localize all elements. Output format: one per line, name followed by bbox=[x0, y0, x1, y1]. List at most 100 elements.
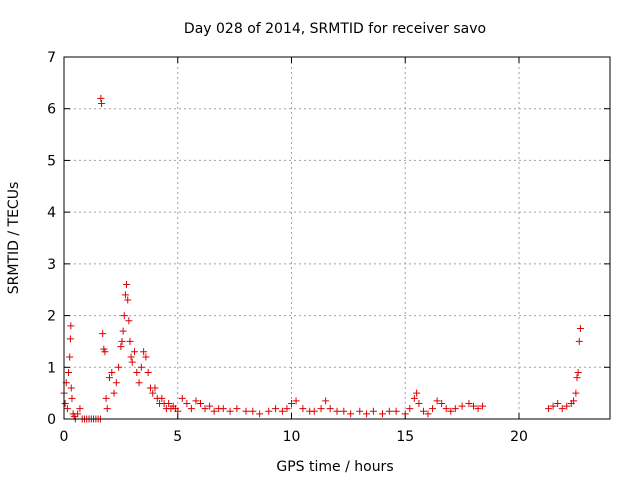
data-point bbox=[197, 399, 204, 407]
plot-frame bbox=[63, 56, 611, 420]
data-point bbox=[178, 394, 186, 402]
data-point bbox=[256, 410, 264, 418]
data-point bbox=[119, 327, 127, 335]
data-point bbox=[465, 399, 473, 407]
data-point bbox=[249, 407, 257, 415]
data-point bbox=[192, 397, 200, 405]
data-point bbox=[570, 397, 578, 405]
data-point bbox=[413, 389, 421, 397]
data-point bbox=[118, 337, 126, 345]
chart-title: Day 028 of 2014, SRMTID for receiver sav… bbox=[184, 21, 486, 37]
data-point bbox=[66, 353, 74, 361]
data-point bbox=[219, 405, 227, 413]
x-tick-label: 0 bbox=[60, 429, 69, 445]
data-point bbox=[165, 399, 173, 407]
data-point bbox=[333, 407, 341, 415]
data-point bbox=[410, 394, 418, 402]
data-point bbox=[137, 363, 145, 371]
data-point bbox=[144, 368, 152, 376]
y-tick-label: 2 bbox=[47, 309, 56, 325]
data-point bbox=[142, 353, 150, 361]
data-point bbox=[128, 358, 136, 366]
data-point bbox=[68, 394, 76, 402]
data-point bbox=[265, 407, 273, 415]
data-point bbox=[61, 399, 69, 407]
data-point bbox=[363, 410, 371, 418]
data-point bbox=[149, 389, 157, 397]
x-tick-label: 15 bbox=[396, 429, 414, 445]
data-point bbox=[110, 389, 118, 397]
data-point bbox=[183, 399, 191, 407]
data-point bbox=[174, 407, 182, 415]
data-point bbox=[97, 94, 105, 102]
grid-layer bbox=[64, 57, 610, 419]
data-point bbox=[406, 405, 414, 413]
data-point bbox=[103, 405, 111, 413]
data-point bbox=[67, 384, 75, 392]
data-point bbox=[112, 379, 120, 387]
data-point bbox=[63, 405, 71, 413]
data-point bbox=[288, 399, 295, 407]
data-point bbox=[563, 402, 571, 410]
data-point bbox=[310, 407, 318, 415]
data-point bbox=[379, 410, 386, 418]
data-point bbox=[242, 407, 250, 415]
data-point bbox=[573, 374, 581, 382]
data-point bbox=[133, 368, 141, 376]
data-point bbox=[201, 405, 209, 413]
data-point bbox=[576, 325, 584, 332]
y-tick-label: 5 bbox=[47, 153, 56, 169]
data-point bbox=[433, 397, 441, 405]
data-point bbox=[545, 405, 553, 413]
data-point bbox=[575, 337, 583, 345]
data-point bbox=[131, 348, 139, 356]
tick-layer: 0 5 10 15 20 0 1 2 3 4 5 6 7 bbox=[47, 50, 610, 445]
y-tick-label: 4 bbox=[47, 205, 56, 221]
x-tick-label: 5 bbox=[173, 429, 182, 445]
y-tick-label: 6 bbox=[47, 102, 56, 118]
data-point bbox=[424, 410, 432, 418]
data-point bbox=[458, 402, 466, 410]
data-point bbox=[415, 399, 423, 407]
data-point bbox=[117, 343, 125, 351]
data-point bbox=[429, 405, 437, 413]
data-point bbox=[108, 368, 116, 376]
data-point bbox=[65, 368, 73, 376]
x-axis-label: GPS time / hours bbox=[276, 459, 393, 475]
data-point bbox=[125, 317, 133, 325]
y-tick-label: 7 bbox=[47, 50, 56, 66]
data-point bbox=[447, 407, 455, 415]
data-point bbox=[299, 405, 307, 413]
y-axis-label: SRMTID / TECUs bbox=[6, 182, 22, 295]
data-point bbox=[451, 405, 459, 413]
data-point bbox=[210, 407, 218, 415]
data-point bbox=[187, 405, 195, 413]
data-point bbox=[419, 407, 427, 415]
data-point bbox=[140, 348, 148, 356]
data-point bbox=[369, 407, 377, 415]
data-point bbox=[479, 402, 487, 410]
data-point bbox=[123, 281, 131, 289]
data-point bbox=[98, 100, 106, 108]
data-point bbox=[283, 405, 291, 413]
data-point bbox=[226, 407, 234, 415]
data-point bbox=[76, 405, 84, 413]
data-point bbox=[66, 335, 74, 343]
data-point bbox=[470, 402, 477, 410]
x-tick-label: 10 bbox=[283, 429, 301, 445]
data-point bbox=[126, 337, 134, 345]
data-point bbox=[101, 348, 109, 356]
data-point bbox=[127, 353, 135, 361]
data-point bbox=[558, 405, 566, 413]
data-point bbox=[278, 407, 286, 415]
data-point bbox=[549, 402, 557, 410]
data-point bbox=[385, 407, 393, 415]
data-point bbox=[347, 410, 355, 418]
data-point bbox=[474, 405, 482, 413]
data-point bbox=[115, 363, 123, 371]
data-point bbox=[233, 405, 241, 413]
data-point bbox=[74, 410, 82, 418]
data-point bbox=[151, 384, 159, 392]
data-point bbox=[554, 399, 562, 407]
data-point bbox=[442, 405, 450, 413]
